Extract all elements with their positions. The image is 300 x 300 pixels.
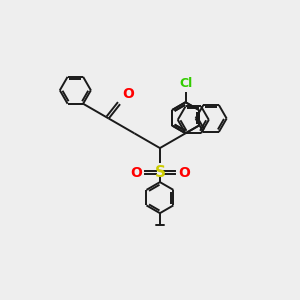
Text: Cl: Cl bbox=[179, 77, 192, 90]
Text: O: O bbox=[178, 166, 190, 180]
Text: O: O bbox=[123, 87, 135, 101]
Text: O: O bbox=[130, 166, 142, 180]
Text: S: S bbox=[154, 165, 165, 180]
